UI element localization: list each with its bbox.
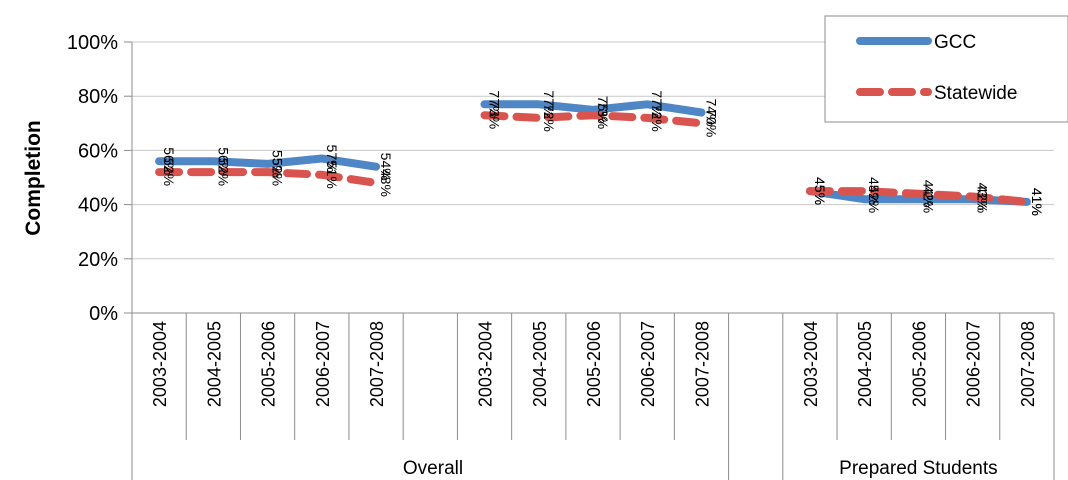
series-line-gcc-0 bbox=[155, 154, 381, 171]
x-tick-label-1-3: 2006-2007 bbox=[638, 321, 658, 407]
x-tick-label-1-1: 2004-2005 bbox=[530, 321, 550, 407]
y-tick-label-5: 100% bbox=[67, 32, 118, 54]
series-line-statewide-1 bbox=[480, 111, 706, 128]
y-axis-label: Completion bbox=[22, 120, 45, 236]
x-tick-label-1-4: 2007-2008 bbox=[692, 321, 712, 407]
data-label-gcc-0-2: 55% bbox=[270, 150, 286, 178]
series-line-statewide-2 bbox=[805, 187, 1031, 206]
x-tick-label-2-0: 2003-2004 bbox=[801, 321, 821, 407]
x-tick-label-1-2: 2005-2006 bbox=[584, 321, 604, 407]
legend: GCC Statewide bbox=[824, 15, 1068, 123]
group-label-0: Overall bbox=[403, 458, 463, 479]
group-label-2: Prepared Students bbox=[839, 458, 997, 479]
y-tick-label-4: 80% bbox=[78, 86, 118, 108]
data-label-statewide-0-4: 48% bbox=[378, 169, 394, 197]
data-labels: 56%52% 56%52% 55%52% 57%51% 54%48%77%73% 77%7… bbox=[161, 90, 1045, 216]
data-label-statewide-2-4: 41% bbox=[1029, 188, 1045, 216]
legend-label-gcc: GCC bbox=[934, 32, 976, 53]
data-label-gcc-1-4: 74% bbox=[703, 98, 719, 126]
x-tick-label-0-4: 2007-2008 bbox=[367, 321, 387, 407]
data-label-gcc-0-4: 54% bbox=[378, 153, 394, 181]
data-label-gcc-2-2: 42% bbox=[920, 185, 936, 213]
y-tick-label-2: 40% bbox=[78, 195, 118, 217]
data-label-gcc-2-0: 45% bbox=[812, 177, 828, 205]
y-tick-label-3: 60% bbox=[78, 140, 118, 162]
data-label-statewide-0-1: 52% bbox=[215, 158, 231, 186]
x-tick-label-2-2: 2005-2006 bbox=[909, 321, 929, 407]
data-label-gcc-1-3: 77% bbox=[649, 90, 665, 118]
data-label-statewide-2-1: 45% bbox=[866, 177, 882, 205]
data-label-gcc-0-1: 56% bbox=[215, 147, 231, 175]
data-label-gcc-1-0: 77% bbox=[487, 90, 503, 118]
x-tick-label-0-2: 2005-2006 bbox=[259, 321, 279, 407]
data-label-statewide-2-2: 44% bbox=[920, 180, 936, 208]
data-label-statewide-0-0: 52% bbox=[161, 158, 177, 186]
data-label-gcc-0-0: 56% bbox=[161, 147, 177, 175]
series-lines bbox=[155, 100, 1031, 206]
x-tick-label-0-0: 2003-2004 bbox=[150, 321, 170, 407]
legend-box bbox=[824, 15, 1068, 123]
y-tick-label-1: 20% bbox=[78, 249, 118, 271]
data-label-gcc-1-1: 77% bbox=[541, 90, 557, 118]
series-line-statewide-0 bbox=[155, 168, 381, 187]
data-label-statewide-2-3: 43% bbox=[975, 182, 991, 210]
x-tick-label-2-4: 2007-2008 bbox=[1018, 321, 1038, 407]
data-label-gcc-2-3: 42% bbox=[975, 185, 991, 213]
data-label-statewide-0-2: 52% bbox=[270, 158, 286, 186]
data-label-statewide-0-3: 51% bbox=[324, 161, 340, 189]
y-tick-label-0: 0% bbox=[89, 303, 118, 325]
x-tick-label-0-1: 2004-2005 bbox=[204, 321, 224, 407]
data-label-gcc-2-1: 42% bbox=[866, 185, 882, 213]
data-label-statewide-2-0: 45% bbox=[812, 177, 828, 205]
legend-label-statewide: Statewide bbox=[934, 83, 1017, 104]
data-label-statewide-1-0: 73% bbox=[487, 101, 503, 129]
x-tick-label-0-3: 2006-2007 bbox=[313, 321, 333, 407]
data-label-statewide-1-1: 72% bbox=[541, 104, 557, 132]
x-tick-label-2-3: 2006-2007 bbox=[964, 321, 984, 407]
data-label-statewide-1-4: 70% bbox=[703, 109, 719, 137]
x-tick-label-1-0: 2003-2004 bbox=[476, 321, 496, 407]
x-tick-label-2-1: 2004-2005 bbox=[855, 321, 875, 407]
data-label-gcc-1-2: 75% bbox=[595, 96, 611, 124]
series-line-gcc-1 bbox=[480, 100, 706, 117]
data-label-gcc-2-4: 41% bbox=[1029, 188, 1045, 216]
data-label-statewide-1-2: 73% bbox=[595, 101, 611, 129]
data-label-statewide-1-3: 72% bbox=[649, 104, 665, 132]
data-label-gcc-0-3: 57% bbox=[324, 145, 340, 173]
